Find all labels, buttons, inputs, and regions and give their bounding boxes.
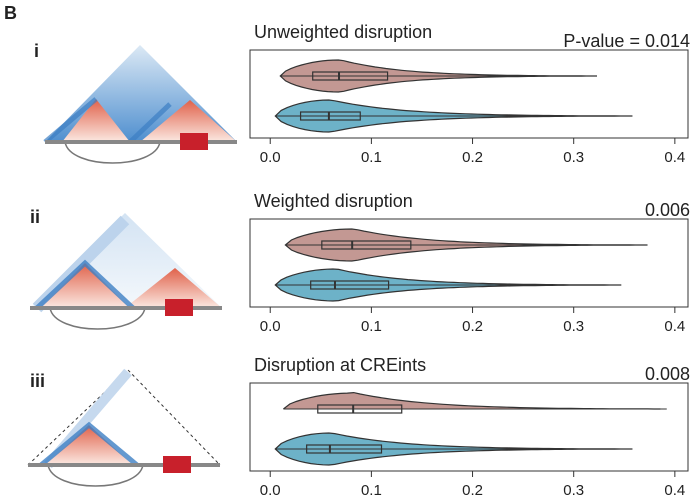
x-tick-label: 0.4 <box>664 482 685 495</box>
panel-label: B <box>4 3 17 23</box>
x-tick-label: 0.1 <box>361 318 382 335</box>
chart-title: Disruption at CREints <box>254 355 426 375</box>
x-tick-label: 0.1 <box>361 149 382 166</box>
x-tick-label: 0.1 <box>361 482 382 495</box>
annotation: 0.008 <box>645 364 690 384</box>
x-tick-label: 0.0 <box>260 149 281 166</box>
x-tick-label: 0.3 <box>563 149 584 166</box>
panel-roman: ii <box>30 207 40 227</box>
x-tick-label: 0.2 <box>462 318 483 335</box>
diagram <box>45 45 237 163</box>
x-tick-label: 0.4 <box>664 149 685 166</box>
x-tick-label: 0.3 <box>563 318 584 335</box>
panel-roman: iii <box>30 371 45 391</box>
chart-title: Weighted disruption <box>254 191 413 211</box>
x-tick-label: 0.4 <box>664 318 685 335</box>
x-tick-label: 0.3 <box>563 482 584 495</box>
panel-roman: i <box>34 41 39 61</box>
diagram <box>30 213 222 329</box>
diagram <box>28 370 220 486</box>
violin <box>283 393 660 409</box>
x-tick-label: 0.0 <box>260 482 281 495</box>
annotation: 0.006 <box>645 200 690 220</box>
annotation: P-value = 0.014 <box>563 31 690 51</box>
x-tick-label: 0.2 <box>462 149 483 166</box>
x-tick-label: 0.2 <box>462 482 483 495</box>
figure: B i ii iii Unweighted disruption P-value … <box>0 0 696 495</box>
x-tick-label: 0.0 <box>260 318 281 335</box>
chart-title: Unweighted disruption <box>254 22 432 42</box>
